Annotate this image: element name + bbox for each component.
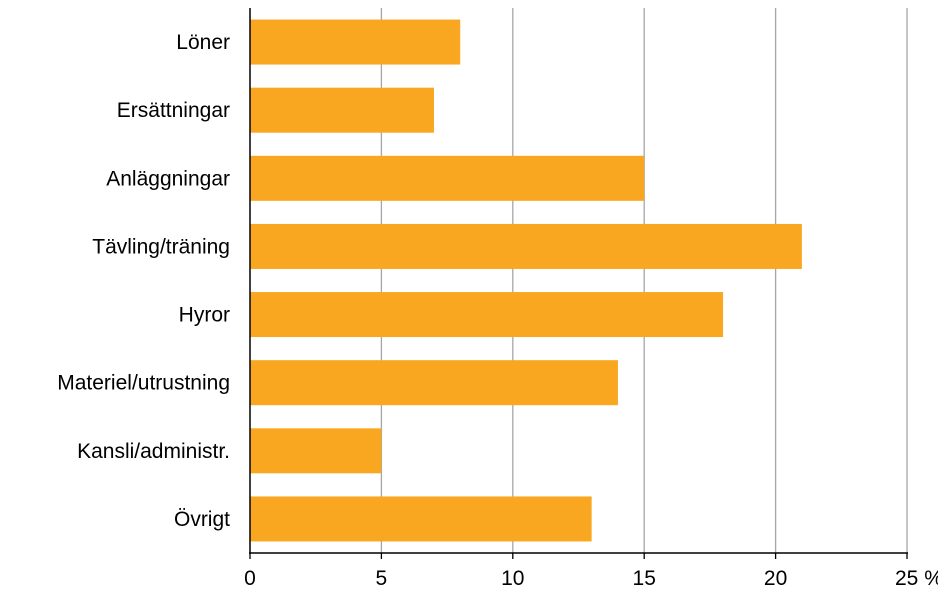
category-label-1: Ersättningar [117, 99, 230, 122]
bar-3 [250, 223, 802, 269]
x-tick-label-15: 15 [633, 567, 656, 590]
bars [250, 19, 802, 542]
bar-2 [250, 155, 645, 201]
category-label-7: Övrigt [174, 508, 230, 531]
category-labels: Löner Ersättningar Anläggningar Tävling/trä… [57, 31, 230, 531]
gridlines [380, 8, 908, 553]
bar-6 [250, 428, 382, 474]
bar-7 [250, 496, 592, 542]
x-tick-label-20: 20 [764, 567, 787, 590]
category-label-6: Kansli/administr. [77, 440, 230, 463]
bar-5 [250, 360, 618, 406]
category-label-5: Materiel/utrustning [57, 372, 230, 395]
bar-4 [250, 292, 724, 338]
x-tick-label-25: 25 % [895, 567, 938, 590]
category-label-0: Löner [176, 31, 230, 54]
x-tick-label-10: 10 [501, 567, 524, 590]
category-label-2: Anläggningar [106, 167, 230, 190]
bar-1 [250, 87, 434, 133]
x-tick-label-5: 5 [376, 567, 388, 590]
category-label-4: Hyror [179, 304, 230, 327]
tick-labels: 0 5 10 15 20 25 % [244, 567, 938, 590]
category-label-3: Tävling/träning [92, 235, 230, 258]
bar-0 [250, 19, 461, 65]
axes [249, 8, 908, 559]
x-tick-label-0: 0 [244, 567, 256, 590]
